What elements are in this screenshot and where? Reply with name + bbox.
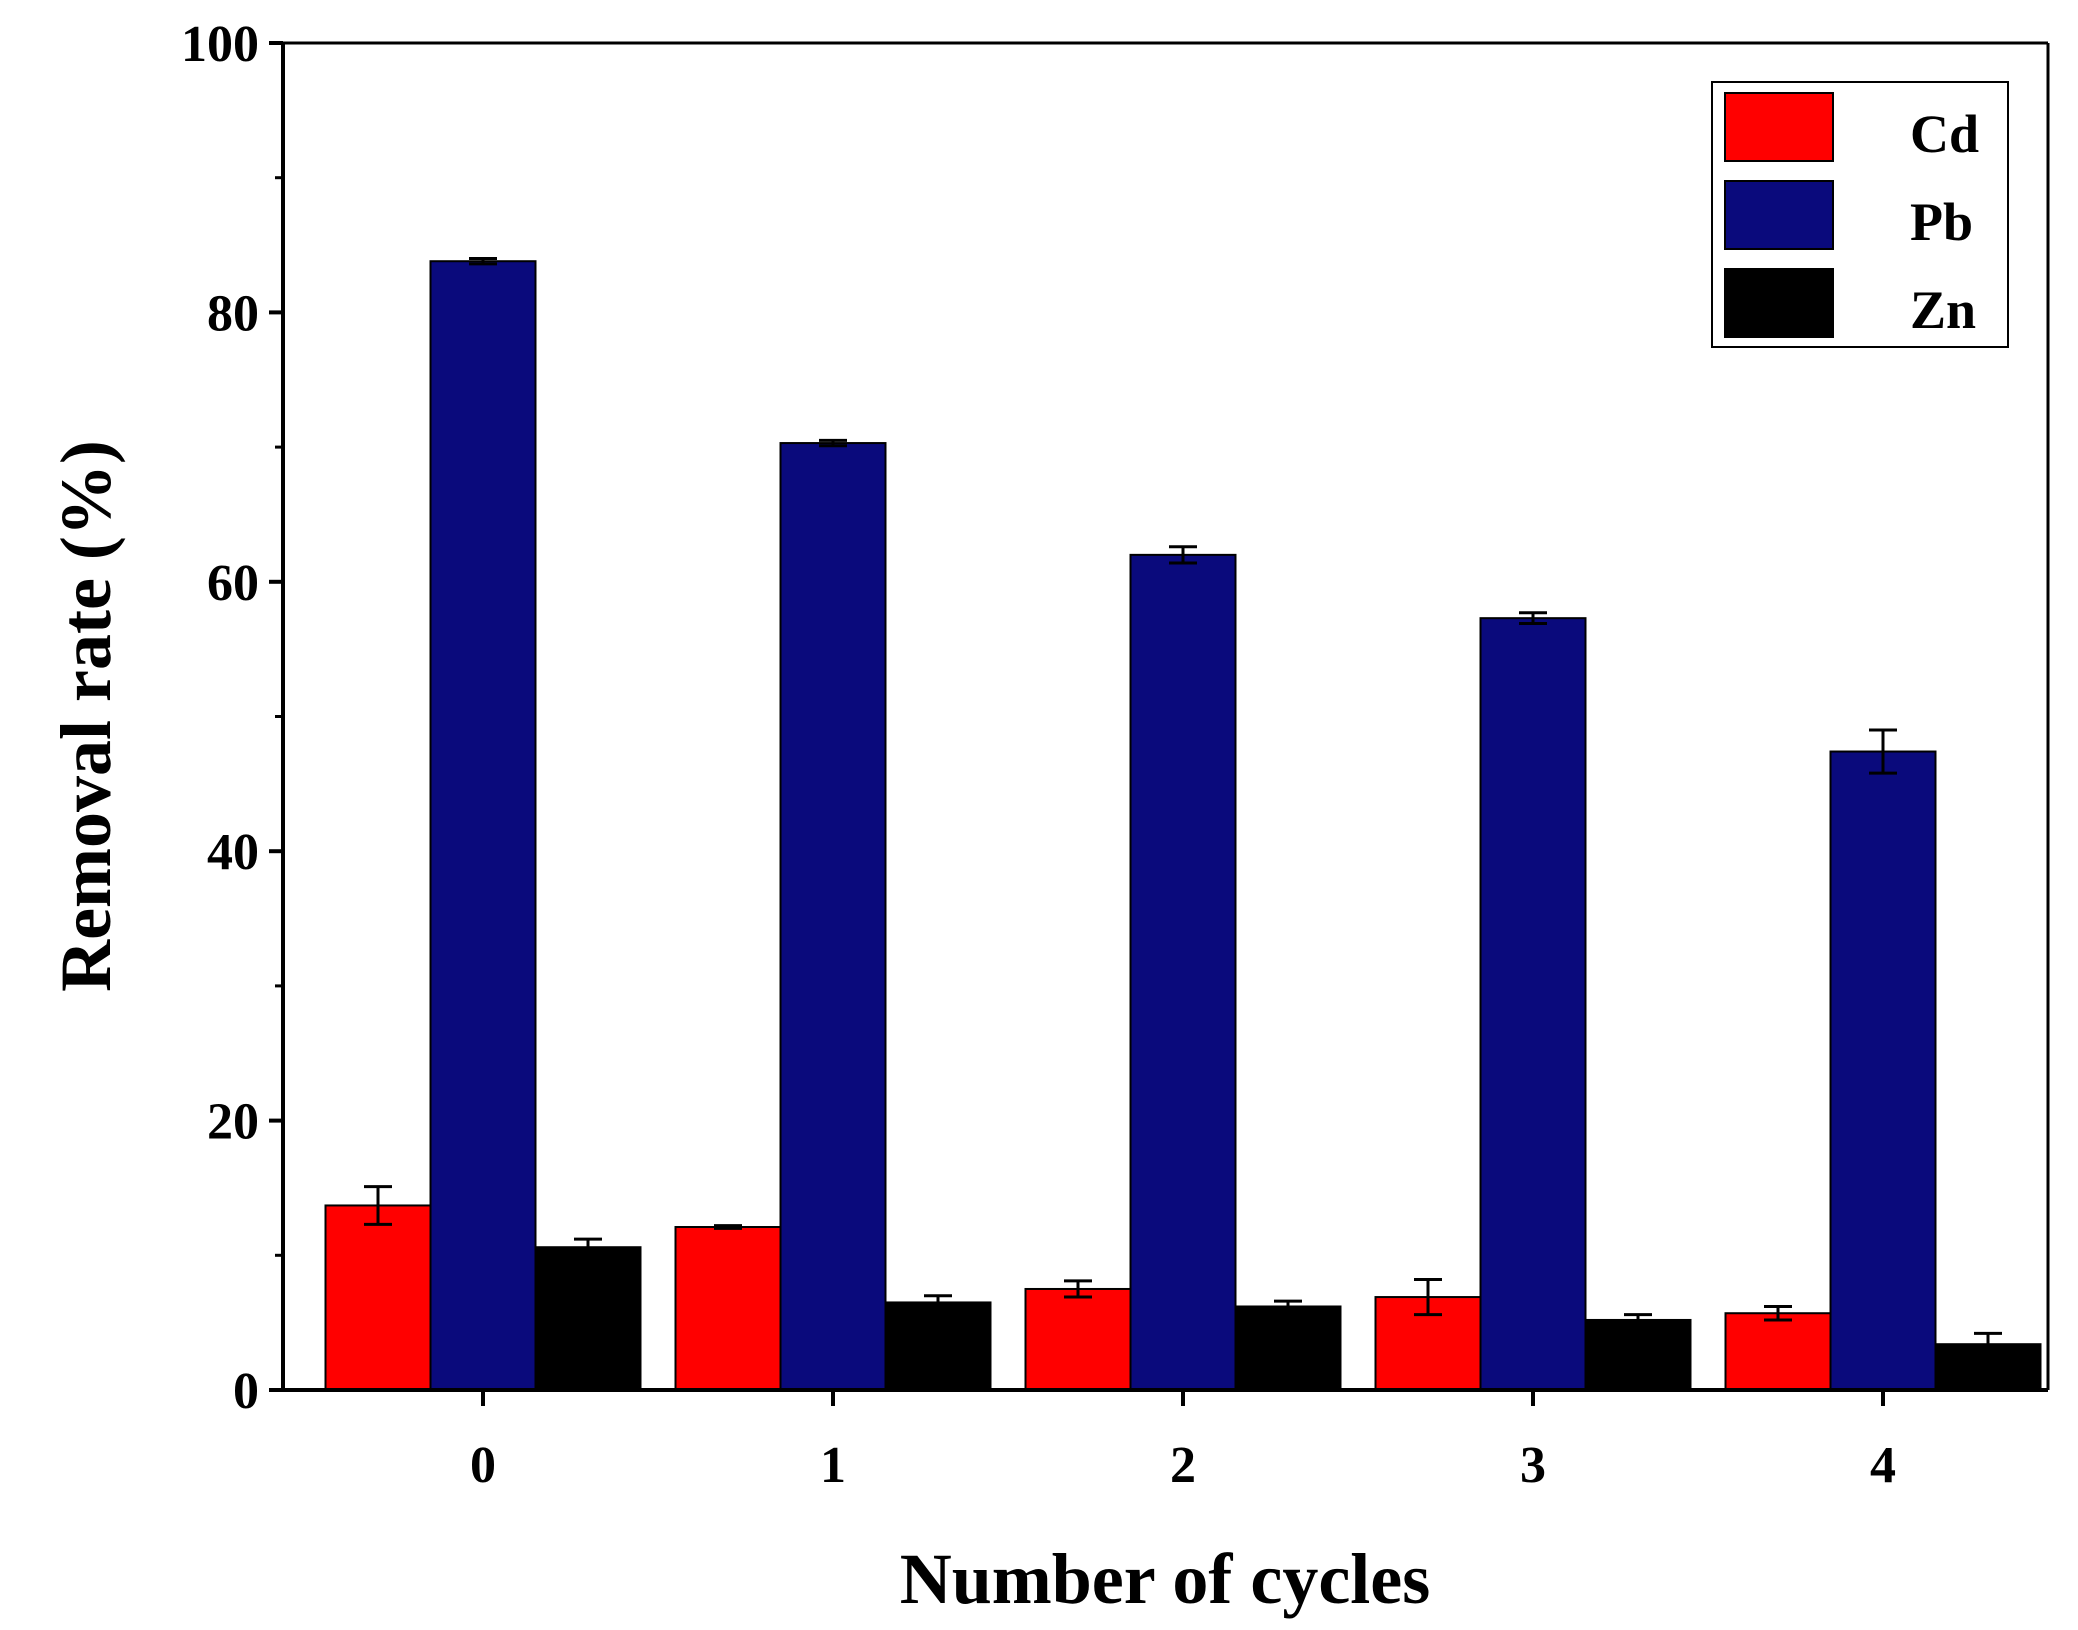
bar-pb-cycle-2 [1129, 553, 1237, 1391]
legend-label-zn: Zn [1910, 280, 1976, 340]
x-tick-label: 0 [470, 1437, 496, 1494]
bar-cd-cycle-2 [1024, 1287, 1132, 1391]
x-tick-label: 2 [1170, 1437, 1196, 1494]
error-bar-pb-cycle-3 [1519, 611, 1547, 626]
bar-zn-cycle-0 [534, 1246, 642, 1392]
bar-zn-cycle-3 [1584, 1318, 1692, 1392]
y-tick-label: 20 [207, 1094, 259, 1151]
bar-pb-cycle-1 [779, 442, 887, 1391]
bar-pb-cycle-4 [1829, 750, 1937, 1391]
bar-pb-cycle-0 [429, 260, 537, 1391]
y-axis-title: Removal rate (%) [46, 440, 126, 992]
error-bar-cd-cycle-0 [364, 1185, 392, 1226]
bar-cd-cycle-0 [324, 1204, 432, 1392]
x-tick-label: 4 [1870, 1437, 1896, 1494]
legend-swatch-pb [1724, 180, 1834, 250]
legend-label-cd: Cd [1910, 104, 1979, 164]
y-tick-label: 80 [207, 285, 259, 342]
legend-label-pb: Pb [1910, 192, 1973, 252]
bars-layer [324, 260, 2042, 1392]
y-tick-label: 100 [181, 16, 259, 73]
legend-swatch-cd [1724, 92, 1834, 162]
ticks [269, 41, 1885, 1406]
y-tick-label: 60 [207, 555, 259, 612]
y-tick-label: 0 [233, 1363, 259, 1420]
error-bar-zn-cycle-2 [1274, 1299, 1302, 1314]
x-tick-label: 3 [1520, 1437, 1546, 1494]
bar-cd-cycle-4 [1724, 1312, 1832, 1391]
y-tick-label: 40 [207, 824, 259, 881]
bar-zn-cycle-2 [1234, 1305, 1342, 1391]
bar-cd-cycle-1 [674, 1226, 782, 1391]
error-bar-zn-cycle-0 [574, 1237, 602, 1257]
error-bar-cd-cycle-4 [1764, 1304, 1792, 1322]
error-bar-cd-cycle-3 [1414, 1278, 1442, 1317]
error-bar-zn-cycle-4 [1974, 1331, 2002, 1357]
error-bar-pb-cycle-0 [469, 257, 497, 266]
error-bar-pb-cycle-1 [819, 438, 847, 448]
x-axis-title: Number of cycles [900, 1539, 1431, 1619]
error-bar-zn-cycle-3 [1624, 1313, 1652, 1327]
error-bar-cd-cycle-2 [1064, 1279, 1092, 1299]
error-bar-pb-cycle-4 [1869, 728, 1897, 775]
legend-swatch-zn [1724, 268, 1834, 338]
x-tick-label: 1 [820, 1437, 846, 1494]
tick-labels: 0 20 40 60 80 100 0 1 2 3 4 [181, 16, 1896, 1494]
bar-pb-cycle-3 [1479, 617, 1587, 1391]
error-bar-pb-cycle-2 [1169, 545, 1197, 565]
error-bars-layer [364, 257, 2002, 1357]
error-bar-zn-cycle-1 [924, 1294, 952, 1311]
error-bar-cd-cycle-1 [714, 1224, 742, 1230]
bar-zn-cycle-1 [884, 1301, 992, 1391]
legend: Cd Pb Zn [1711, 81, 2009, 348]
